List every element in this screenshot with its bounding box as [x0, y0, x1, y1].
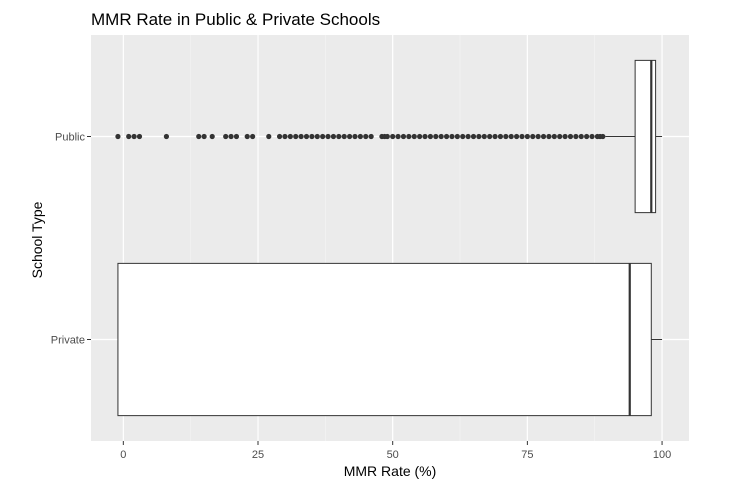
outlier-point	[287, 133, 293, 140]
outlier-point	[233, 133, 240, 140]
outlier-point	[465, 133, 471, 140]
outlier-point	[497, 133, 504, 140]
outlier-point	[535, 133, 541, 140]
outlier-point	[454, 133, 460, 140]
outlier-point	[136, 133, 143, 140]
outlier-point	[314, 133, 320, 140]
outlier-point	[557, 133, 563, 140]
outlier-point	[470, 133, 477, 140]
outlier-point	[163, 133, 170, 140]
box-iqr	[117, 262, 652, 417]
outlier-point	[352, 133, 358, 140]
outlier-point	[481, 133, 487, 140]
outlier-point	[546, 133, 552, 140]
outlier-point	[551, 133, 557, 140]
outlier-point	[422, 133, 428, 140]
chart-title: MMR Rate in Public & Private Schools	[91, 10, 380, 29]
outlier-point	[589, 133, 595, 140]
y-tick-label: Private	[51, 335, 85, 347]
outlier-point	[573, 133, 579, 140]
outlier-point	[320, 133, 326, 140]
outlier-point	[298, 133, 304, 140]
outlier-point	[357, 133, 363, 140]
outlier-point	[524, 133, 530, 140]
x-axis-title: MMR Rate (%)	[344, 463, 437, 479]
outlier-point	[325, 133, 331, 140]
outlier-point	[578, 133, 584, 140]
outlier-point	[363, 133, 369, 140]
outlier-point	[303, 133, 310, 140]
outlier-point	[341, 133, 347, 140]
outlier-point	[330, 133, 337, 140]
x-tick-label: 25	[252, 449, 264, 461]
outlier-point	[266, 133, 272, 140]
outlier-point	[126, 133, 132, 140]
outlier-point	[584, 133, 590, 140]
boxes	[115, 59, 663, 417]
outlier-point	[519, 133, 525, 140]
outlier-point	[400, 133, 407, 140]
outlier-point	[460, 133, 466, 140]
outlier-point	[244, 133, 250, 140]
outlier-point	[600, 133, 606, 140]
outlier-point	[427, 133, 434, 140]
outlier-point	[223, 133, 229, 140]
outlier-point	[492, 133, 498, 140]
outlier-point	[346, 133, 353, 140]
outlier-point	[368, 133, 374, 140]
outlier-point	[567, 133, 574, 140]
outlier-point	[433, 133, 439, 140]
x-tick-label: 100	[653, 449, 671, 461]
outlier-point	[390, 133, 396, 140]
outlier-point	[540, 133, 547, 140]
y-axis-title: School Type	[29, 201, 45, 278]
outlier-point	[487, 133, 493, 140]
outlier-point	[395, 133, 401, 140]
box-private	[117, 262, 663, 417]
outlier-point	[228, 133, 234, 140]
box-public	[115, 59, 663, 214]
outlier-point	[309, 133, 315, 140]
outlier-point	[406, 133, 412, 140]
outlier-point	[411, 133, 417, 140]
x-axis-ticks: 0 25 50 75 100	[120, 441, 671, 461]
outlier-point	[276, 133, 283, 140]
outlier-point	[282, 133, 288, 140]
outlier-point	[530, 133, 536, 140]
outlier-point	[384, 133, 390, 140]
y-tick-label: Public	[55, 132, 85, 144]
outlier-point	[293, 133, 299, 140]
outlier-point	[336, 133, 342, 140]
outlier-point	[250, 133, 256, 140]
outlier-point	[209, 133, 215, 140]
outlier-point	[438, 133, 444, 140]
x-tick-label: 50	[387, 449, 399, 461]
outlier-point	[449, 133, 455, 140]
outlier-point	[503, 133, 509, 140]
y-axis-ticks: Private Public	[51, 132, 91, 347]
outlier-point	[417, 133, 423, 140]
x-tick-label: 75	[521, 449, 533, 461]
outlier-point	[201, 133, 207, 140]
outlier-point	[115, 133, 121, 140]
outlier-point	[508, 133, 514, 140]
outlier-point	[131, 133, 137, 140]
outlier-point	[514, 133, 520, 140]
outlier-point	[196, 133, 202, 140]
outlier-point	[476, 133, 482, 140]
box-iqr	[634, 59, 657, 214]
x-tick-label: 0	[120, 449, 126, 461]
outlier-point	[562, 133, 568, 140]
outlier-point	[443, 133, 450, 140]
